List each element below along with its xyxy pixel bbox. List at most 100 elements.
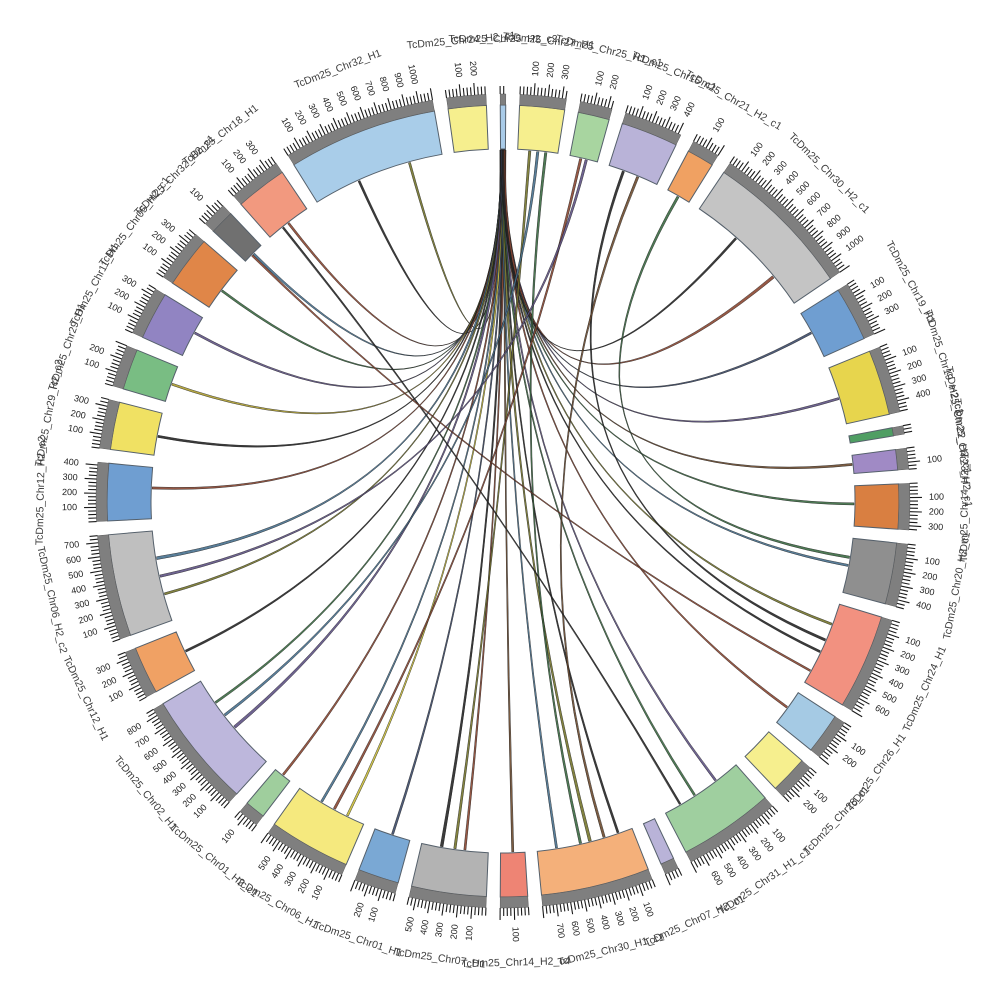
tick-mark [155,723,164,730]
tick-label: 300 [62,472,78,483]
tick-label: 200 [113,286,131,302]
tick-mark [103,625,116,630]
tick-mark [286,146,292,154]
tick-mark [427,92,430,101]
tick-mark [185,763,193,770]
tick-mark [166,257,174,263]
tick-mark [769,808,776,815]
tick-mark [895,606,904,610]
sector-tick-band [162,233,205,284]
tick-mark [292,142,298,151]
tick-mark [161,257,172,266]
sector-band [499,104,507,150]
tick-mark [169,246,180,255]
sector-tick-band [408,885,487,908]
tick-mark [346,112,352,124]
tick-mark [593,92,598,105]
tick-mark [330,122,336,131]
tick-mark [860,694,868,700]
tick-mark [110,631,118,636]
sector-tick-band [837,283,875,339]
tick-mark [590,95,594,104]
tick-label: 100 [850,741,868,758]
tick-label: 100 [641,901,655,919]
tick-mark [92,559,101,563]
tick-label: 100 [279,116,295,134]
tick-label: 500 [794,179,812,197]
tick-mark [822,241,833,250]
tick-mark [310,862,317,874]
tick-label: 300 [668,94,683,112]
tick-mark [668,872,673,881]
tick-mark [831,253,842,262]
tick-mark [126,325,135,331]
sector-band [447,104,489,153]
tick-mark [409,96,413,105]
tick-label: 100 [530,61,541,77]
tick-mark [429,88,434,101]
tick-mark [248,822,255,830]
sector-tick-band [97,534,131,640]
sector-tick-band [897,483,911,531]
tick-mark [702,139,708,147]
tick-mark [651,111,658,123]
tick-mark [631,107,636,116]
tick-label: 600 [805,190,823,208]
tick-mark [787,203,794,211]
tick-mark [587,898,591,907]
tick-mark [724,842,730,850]
tick-mark [909,525,922,528]
tick-mark [829,742,838,749]
tick-label: 100 [219,157,236,175]
tick-mark [804,219,814,229]
tick-mark [210,792,220,802]
tick-mark [811,230,819,237]
tick-mark [106,621,115,626]
tick-label: 200 [759,836,776,854]
tick-mark [708,142,714,151]
tick-mark [610,100,615,109]
tick-mark [792,208,799,216]
tick-mark [431,901,434,910]
tick-label: 700 [363,80,377,97]
tick-mark [809,227,816,234]
tick-label: 200 [899,649,917,664]
link-chord [501,149,717,782]
sector-tick-band [541,869,653,907]
tick-mark [160,266,168,272]
tick-label: 100 [107,688,125,704]
tick-mark [863,307,871,313]
link-chord [233,149,506,729]
sector-label: TcDm25_Chr01_H1 [312,919,403,959]
tick-mark [141,288,153,296]
tick-label: 500 [403,916,416,933]
tick-mark [97,587,106,591]
tick-mark [904,568,913,571]
tick-mark [259,159,268,170]
tick-label: 200 [231,148,248,166]
tick-label: 100 [141,241,159,258]
tick-mark [106,376,115,380]
tick-mark [671,871,676,879]
tick-mark [799,216,807,224]
tick-mark [815,235,823,242]
tick-mark [898,401,907,405]
sector-label: TcDm25_Chr25_H2_c2 [448,33,557,45]
tick-mark [573,901,577,910]
tick-mark [889,369,902,375]
tick-mark [318,865,324,874]
tick-mark [621,889,626,898]
tick-mark [818,238,826,245]
tick-label: 600 [873,703,891,719]
tick-mark [115,340,127,347]
tick-mark [459,905,462,914]
tick-mark [583,94,587,103]
link-chord [281,226,682,805]
tick-mark [117,345,126,350]
tick-mark [690,861,698,873]
tick-mark [270,156,276,164]
tick-label: 500 [584,917,597,934]
tick-mark [95,577,104,580]
tick-mark [899,408,908,412]
